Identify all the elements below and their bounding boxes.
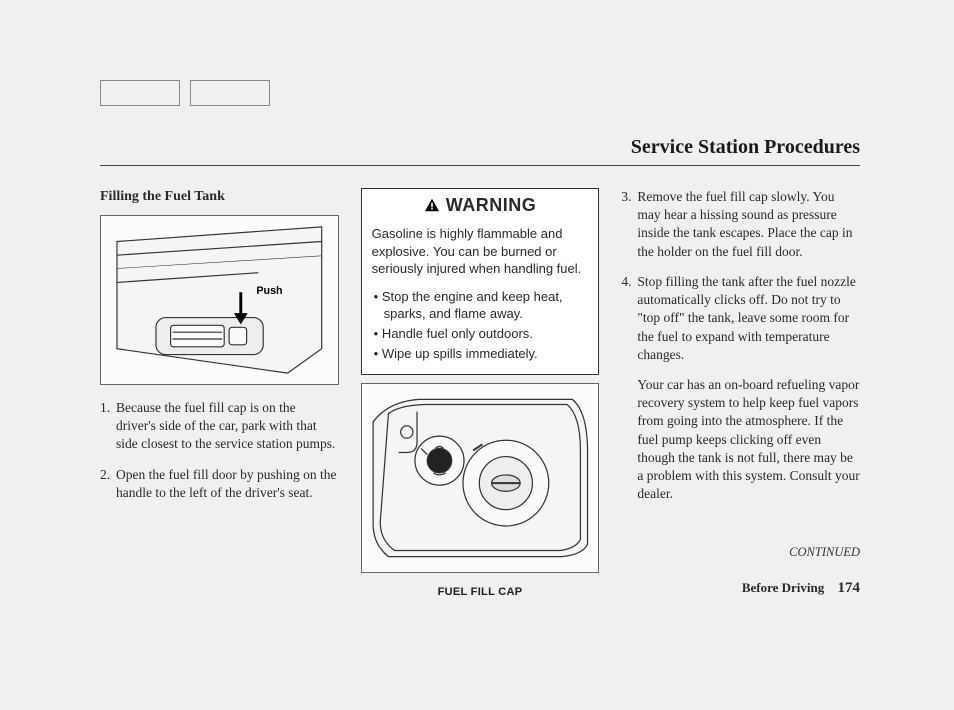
footer-section: Before Driving	[742, 580, 824, 595]
fuel-release-diagram: Push	[107, 222, 332, 378]
illustration-fuel-door-release: Push	[100, 215, 339, 385]
step-3: 3. Remove the fuel fill cap slowly. You …	[621, 188, 860, 261]
nav-boxes	[100, 80, 860, 106]
step-4-text: Stop filling the tank after the fuel noz…	[637, 273, 860, 364]
step-1: 1. Because the fuel fill cap is on the d…	[100, 399, 339, 454]
nav-box-2[interactable]	[190, 80, 270, 106]
step-2: 2. Open the fuel fill door by pushing on…	[100, 466, 339, 502]
footer-page-number: 174	[838, 580, 861, 596]
step-1-num: 1.	[100, 399, 116, 454]
page-title: Service Station Procedures	[631, 136, 860, 158]
step-1-text: Because the fuel fill cap is on the driv…	[116, 399, 339, 454]
warning-bullet-2: Handle fuel only outdoors.	[372, 325, 589, 343]
warning-box: WARNING Gasoline is highly flammable and…	[361, 188, 600, 375]
vapor-recovery-para: Your car has an on-board refueling vapor…	[621, 376, 860, 504]
warning-header: WARNING	[362, 189, 599, 219]
warning-bullet-3: Wipe up spills immediately.	[372, 345, 589, 363]
manual-page: Service Station Procedures Filling the F…	[100, 80, 860, 602]
step-4-num: 4.	[621, 273, 637, 364]
page-footer: Before Driving 174	[621, 578, 860, 598]
warning-bullet-1: Stop the engine and keep heat, sparks, a…	[372, 288, 589, 323]
step-3-text: Remove the fuel fill cap slowly. You may…	[637, 188, 860, 261]
nav-box-1[interactable]	[100, 80, 180, 106]
content-columns: Filling the Fuel Tank	[100, 188, 860, 602]
warning-bullets: Stop the engine and keep heat, sparks, a…	[372, 288, 589, 362]
column-3: 3. Remove the fuel fill cap slowly. You …	[621, 188, 860, 602]
warning-icon	[424, 198, 440, 212]
illustration-fuel-cap	[361, 383, 600, 573]
warning-body: Gasoline is highly flammable and explosi…	[362, 219, 599, 374]
push-label: Push	[256, 285, 282, 297]
warning-intro: Gasoline is highly flammable and explosi…	[372, 225, 589, 278]
fuel-cap-diagram	[368, 390, 593, 566]
subheading: Filling the Fuel Tank	[100, 188, 339, 207]
title-row: Service Station Procedures	[100, 136, 860, 166]
step-2-num: 2.	[100, 466, 116, 502]
continued-label: CONTINUED	[621, 544, 860, 561]
warning-label: WARNING	[446, 193, 537, 217]
vapor-recovery-text: Your car has an on-board refueling vapor…	[637, 376, 860, 504]
step-4: 4. Stop filling the tank after the fuel …	[621, 273, 860, 364]
step-3-num: 3.	[621, 188, 637, 261]
step-2-text: Open the fuel fill door by pushing on th…	[116, 466, 339, 502]
fuel-cap-label: FUEL FILL CAP	[361, 585, 600, 602]
column-1: Filling the Fuel Tank	[100, 188, 339, 602]
column-2: WARNING Gasoline is highly flammable and…	[361, 188, 600, 602]
